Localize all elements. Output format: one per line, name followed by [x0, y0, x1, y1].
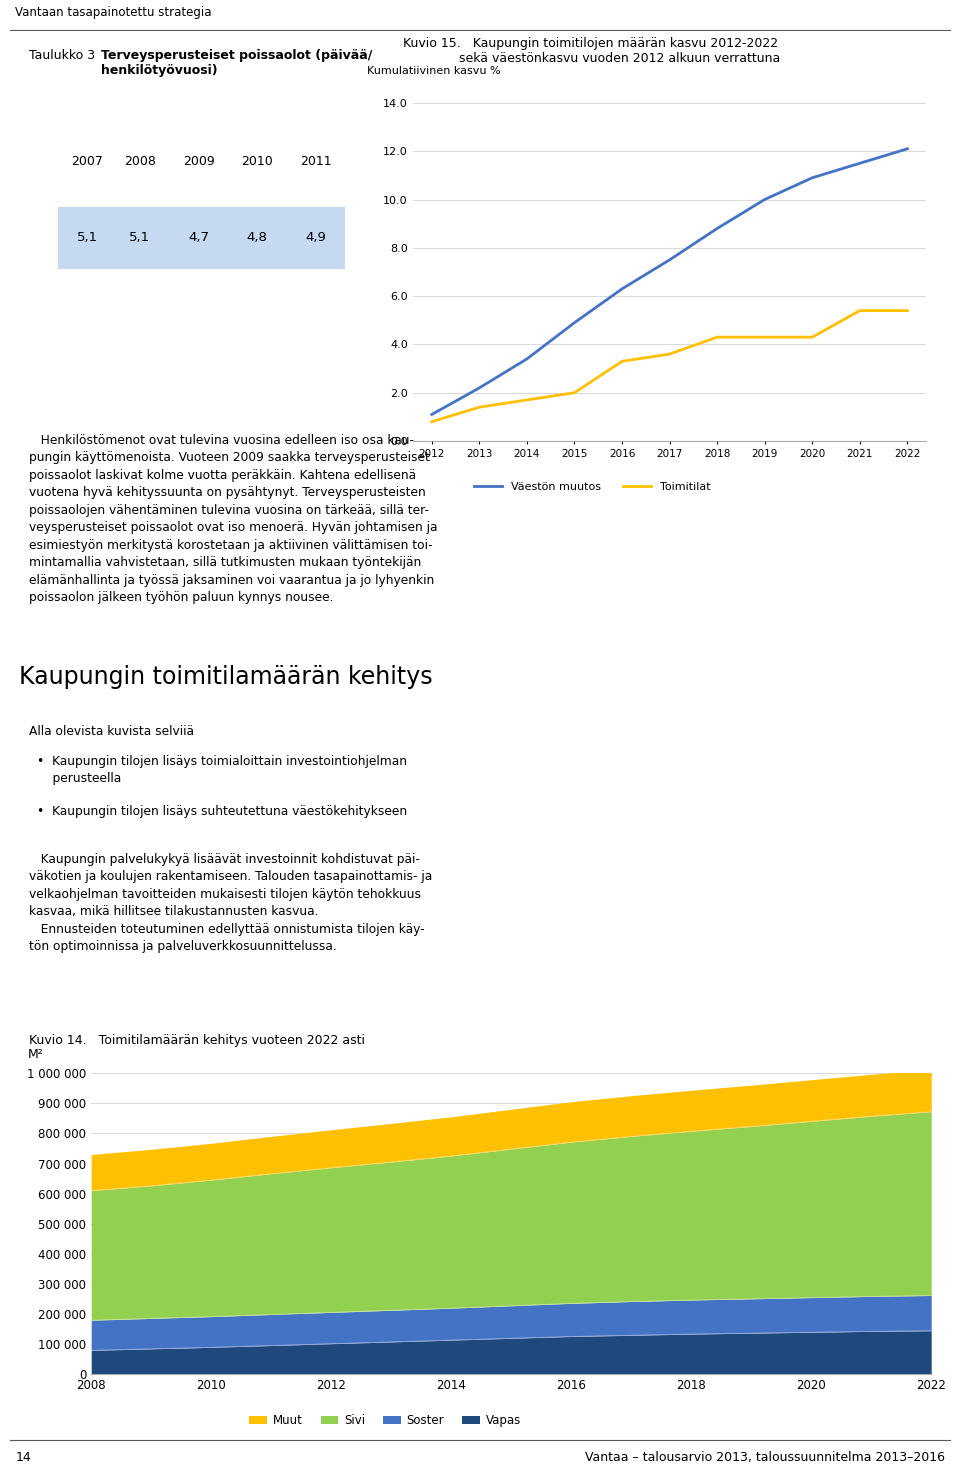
Text: 5,1: 5,1 — [77, 231, 98, 244]
Text: Vantaa – talousarvio 2013, taloussuunnitelma 2013–2016: Vantaa – talousarvio 2013, taloussuunnit… — [585, 1451, 945, 1464]
Text: M²: M² — [28, 1048, 44, 1061]
Text: 2007: 2007 — [72, 156, 104, 169]
Legend: Väestön muutos, Toimitilat: Väestön muutos, Toimitilat — [470, 478, 715, 497]
Text: 2010: 2010 — [241, 156, 274, 169]
Text: Kumulatiivinen kasvu %: Kumulatiivinen kasvu % — [367, 66, 500, 76]
Text: Kaupungin toimitilamäärän kehitys: Kaupungin toimitilamäärän kehitys — [19, 664, 433, 689]
Text: Kuvio 14.   Toimitilamäärän kehitys vuoteen 2022 asti: Kuvio 14. Toimitilamäärän kehitys vuotee… — [29, 1035, 365, 1047]
Text: 2009: 2009 — [182, 156, 214, 169]
Legend: Muut, Sivi, Soster, Vapas: Muut, Sivi, Soster, Vapas — [245, 1410, 526, 1432]
Text: 2008: 2008 — [124, 156, 156, 169]
Text: •  Kaupungin tilojen lisäys suhteutettuna väestökehitykseen: • Kaupungin tilojen lisäys suhteutettuna… — [37, 806, 408, 819]
Text: Vantaan tasapainotettu strategia: Vantaan tasapainotettu strategia — [15, 6, 212, 19]
Text: Henkilöstömenot ovat tulevina vuosina edelleen iso osa kau-
pungin käyttömenoist: Henkilöstömenot ovat tulevina vuosina ed… — [29, 434, 438, 604]
Text: Alla olevista kuvista selviiä: Alla olevista kuvista selviiä — [29, 725, 194, 738]
Text: 5,1: 5,1 — [130, 231, 151, 244]
Text: Taulukko 3: Taulukko 3 — [29, 49, 95, 62]
Text: 4,7: 4,7 — [188, 231, 209, 244]
Text: Kaupungin palvelukykyä lisäävät investoinnit kohdistuvat päi-
väkotien ja kouluj: Kaupungin palvelukykyä lisäävät investoi… — [29, 853, 432, 953]
Text: 4,9: 4,9 — [305, 231, 326, 244]
Text: 4,8: 4,8 — [247, 231, 268, 244]
Text: Terveysperusteiset poissaolot (päivää/
henkilötyövuosi): Terveysperusteiset poissaolot (päivää/ h… — [101, 49, 372, 76]
Text: •  Kaupungin tilojen lisäys toimialoittain investointiohjelman
    perusteella: • Kaupungin tilojen lisäys toimialoittai… — [37, 756, 407, 785]
Text: Kuvio 15.   Kaupungin toimitilojen määrän kasvu 2012-2022
              sekä väe: Kuvio 15. Kaupungin toimitilojen määrän … — [403, 37, 780, 65]
Text: 2011: 2011 — [300, 156, 332, 169]
Text: 14: 14 — [15, 1451, 31, 1464]
Bar — [59, 207, 346, 269]
